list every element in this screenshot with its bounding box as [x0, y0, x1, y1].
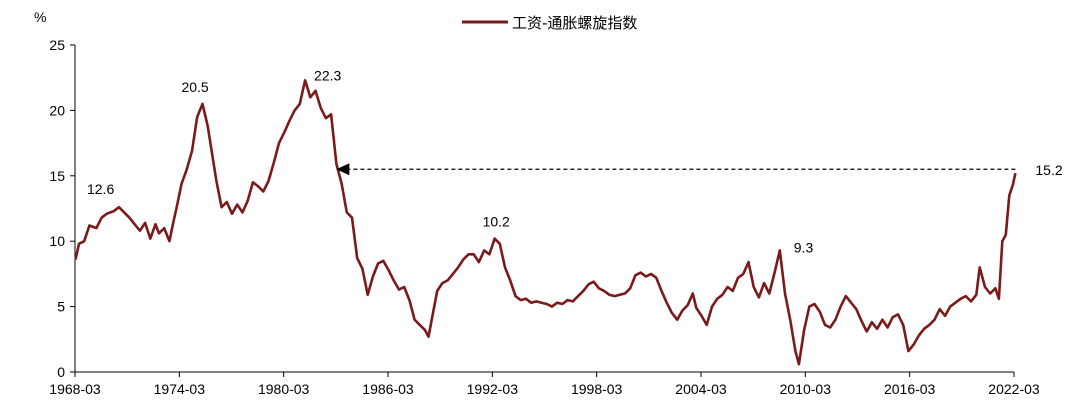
y-tick-label: 0 [57, 364, 65, 380]
data-label: 10.2 [483, 214, 510, 230]
x-tick-label: 2010-03 [780, 381, 832, 397]
reference-arrow [336, 163, 1016, 176]
legend-label: 工资-通胀螺旋指数 [512, 14, 637, 32]
x-tick-label: 1980-03 [258, 381, 310, 397]
y-tick-label: 15 [49, 168, 65, 184]
x-tick-label: 2004-03 [675, 381, 727, 397]
x-tick-label: 2022-03 [988, 381, 1040, 397]
data-label: 20.5 [181, 79, 208, 95]
y-tick-label: 10 [49, 233, 65, 249]
series-line [74, 79, 1017, 366]
x-tick-label: 1968-03 [49, 381, 101, 397]
y-tick-label: 5 [57, 299, 65, 315]
y-tick-label: 25 [49, 37, 65, 53]
y-tick-label: 20 [49, 102, 65, 118]
x-tick-label: 2016-03 [884, 381, 936, 397]
data-label: 15.2 [1035, 162, 1062, 178]
x-tick-label: 1986-03 [362, 381, 414, 397]
data-label: 12.6 [87, 181, 114, 197]
arrowhead [336, 163, 350, 176]
series-group [74, 79, 1017, 366]
x-tick-label: 1998-03 [571, 381, 623, 397]
data-label: 22.3 [314, 67, 341, 83]
x-tick-label: 1974-03 [154, 381, 206, 397]
data-label: 9.3 [794, 239, 814, 255]
axes: 0 5 10 15 20 25 1968-03 1974-03 1980-03 1986-03 19… [49, 37, 1040, 397]
y-unit-label: % [34, 9, 46, 25]
x-tick-label: 1992-03 [467, 381, 519, 397]
annotations: 12.6 20.5 22.3 10.2 9.3 15.2 [87, 67, 1063, 255]
